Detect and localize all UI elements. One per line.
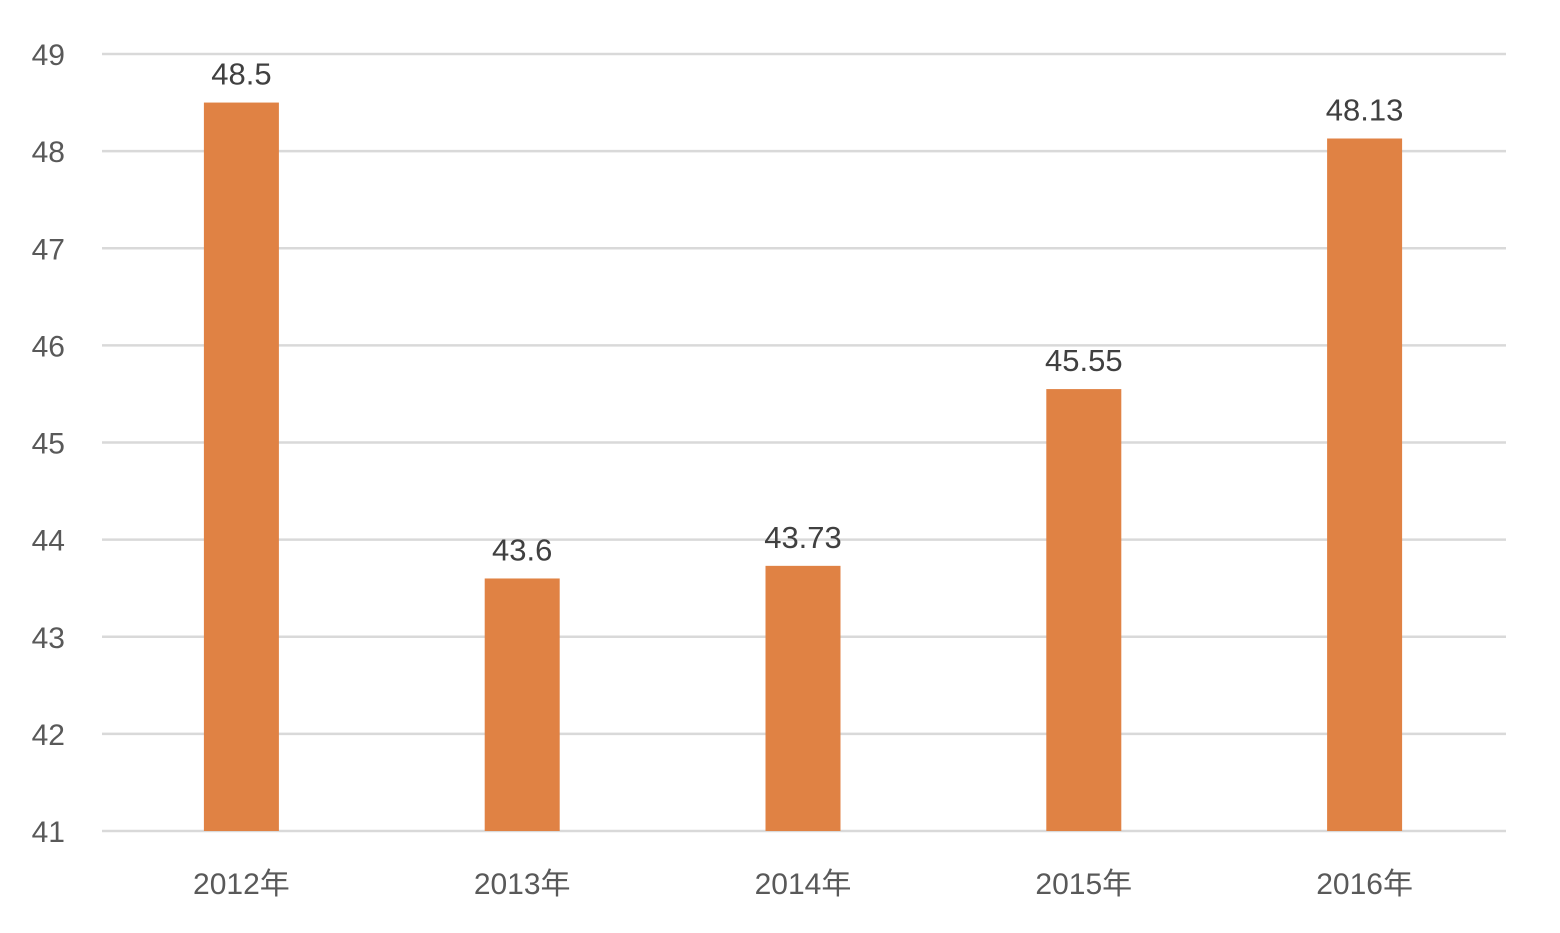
- x-tick-label: 2012年: [193, 868, 290, 901]
- data-label: 48.5: [211, 57, 271, 92]
- bar: [484, 578, 560, 831]
- y-axis-ticks: 41 42 43 44 45 46 47 48 49: [32, 39, 65, 849]
- y-tick-label: 46: [32, 330, 65, 363]
- x-axis-ticks: 2012年 2013年 2014年 2015年 2016年: [193, 868, 1413, 901]
- y-tick-label: 47: [32, 233, 65, 266]
- x-tick-label: 2014年: [755, 868, 852, 901]
- y-tick-label: 48: [32, 136, 65, 169]
- bar: [203, 102, 279, 831]
- y-tick-label: 45: [32, 428, 65, 461]
- bar: [1046, 389, 1122, 831]
- bar: [765, 565, 841, 831]
- data-label: 43.73: [764, 520, 842, 555]
- bars: [203, 102, 1403, 831]
- data-labels: 48.5 43.6 43.73 45.55 48.13: [211, 57, 1403, 568]
- data-label: 43.6: [492, 532, 552, 567]
- data-label: 48.13: [1326, 92, 1404, 127]
- y-tick-label: 44: [32, 525, 65, 558]
- x-tick-label: 2016年: [1316, 868, 1413, 901]
- gridlines: [102, 52, 1506, 833]
- y-tick-label: 49: [32, 39, 65, 72]
- data-label: 45.55: [1045, 343, 1123, 378]
- y-tick-label: 42: [32, 719, 65, 752]
- x-tick-label: 2013年: [474, 868, 571, 901]
- x-tick-label: 2015年: [1035, 868, 1132, 901]
- bar: [1327, 138, 1403, 831]
- y-tick-label: 41: [32, 816, 65, 849]
- y-tick-label: 43: [32, 622, 65, 655]
